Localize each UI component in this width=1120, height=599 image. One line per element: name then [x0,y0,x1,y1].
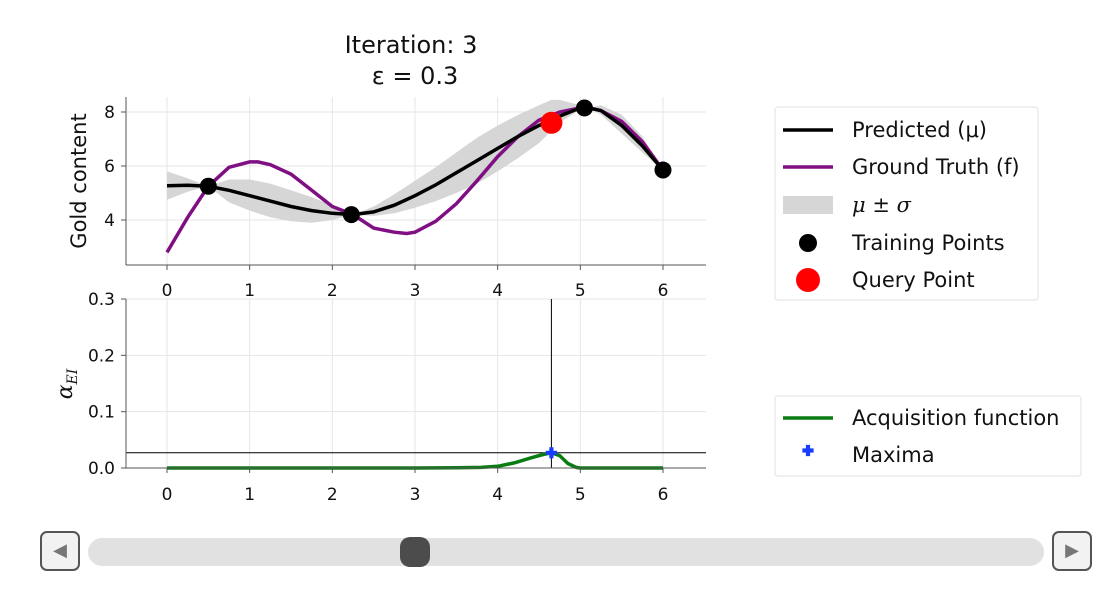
top-axes: 0 1 2 3 4 5 6 4 6 8 Iteration: 3 ε = 0.3 Gold co… [67,31,706,301]
legend-training-swatch [799,234,817,252]
legend-band-label: μ ± σ [852,193,912,217]
bottom-x-tick-label: 2 [327,485,338,505]
legend-query-swatch [796,268,820,292]
legend-top: Predicted (μ) Ground Truth (f) μ ± σ Tra… [774,106,1039,301]
legend-training-label: Training Points [851,231,1005,255]
top-x-tick-label: 4 [492,281,503,301]
top-y-tick-label: 6 [104,157,115,177]
top-x-ticks: 0 1 2 3 4 5 6 [162,265,669,301]
legend-band-swatch [783,196,833,214]
slider-thumb[interactable] [400,537,431,567]
top-x-tick-label: 6 [658,281,669,301]
uncertainty-band [167,99,663,223]
top-y-label: Gold content [67,113,91,248]
legend-bottom-frame [774,395,1082,477]
training-point [575,99,593,117]
maxima-markers [545,447,557,459]
training-point [654,161,672,179]
training-point [342,206,360,224]
legend-ground-truth-label: Ground Truth (f) [852,155,1020,179]
slider-track[interactable] [88,538,1044,566]
legend-maxima-swatch [802,444,814,457]
bottom-x-ticks: 0 1 2 3 4 5 6 [162,468,669,505]
chart-title-line-2: ε = 0.3 [372,62,459,90]
bottom-grid [126,298,706,468]
legend-predicted-label: Predicted (μ) [852,118,987,142]
bottom-y-tick-label: 0.0 [88,459,115,479]
training-point [199,177,217,195]
bottom-x-tick-label: 6 [658,485,669,505]
figure: 0 1 2 3 4 5 6 4 6 8 Iteration: 3 ε = 0.3 Gold co… [53,31,1082,505]
legend-bottom: Acquisition function Maxima [774,395,1082,477]
top-y-ticks: 4 6 8 [104,103,126,231]
top-x-tick-label: 2 [327,281,338,301]
bottom-x-tick-label: 4 [492,485,503,505]
bottom-y-tick-label: 0.3 [88,290,115,310]
triangle-right-icon: ▶ [1065,540,1079,561]
query-points [540,111,563,134]
triangle-left-icon: ◀ [53,540,67,561]
bottom-y-tick-label: 0.1 [88,403,115,423]
previous-button[interactable]: ◀ [40,531,80,571]
top-x-tick-label: 5 [575,281,586,301]
bottom-x-tick-label: 5 [575,485,586,505]
query-point [540,111,563,134]
bottom-x-tick-label: 1 [244,485,255,505]
bottom-y-tick-label: 0.2 [88,346,115,366]
legend-acquisition-label: Acquisition function [852,406,1059,430]
next-button[interactable]: ▶ [1052,531,1092,571]
top-x-tick-label: 3 [410,281,421,301]
bottom-y-label: αEI [53,368,81,399]
bottom-x-tick-label: 3 [410,485,421,505]
bottom-axes: 0 1 2 3 4 5 6 0.0 0.1 0.2 0.3 αEI [53,290,706,505]
bottom-y-ticks: 0.0 0.1 0.2 0.3 [88,290,126,479]
chart-title-line-1: Iteration: 3 [345,31,478,59]
top-x-tick-label: 1 [244,281,255,301]
top-y-tick-label: 8 [104,103,115,123]
training-points [199,99,672,224]
legend-maxima-label: Maxima [852,443,935,467]
top-x-tick-label: 0 [162,281,173,301]
top-y-tick-label: 4 [104,211,115,231]
maxima-marker [545,447,557,459]
legend-query-label: Query Point [852,268,975,292]
legend-top-frame [774,106,1039,301]
bottom-x-tick-label: 0 [162,485,173,505]
